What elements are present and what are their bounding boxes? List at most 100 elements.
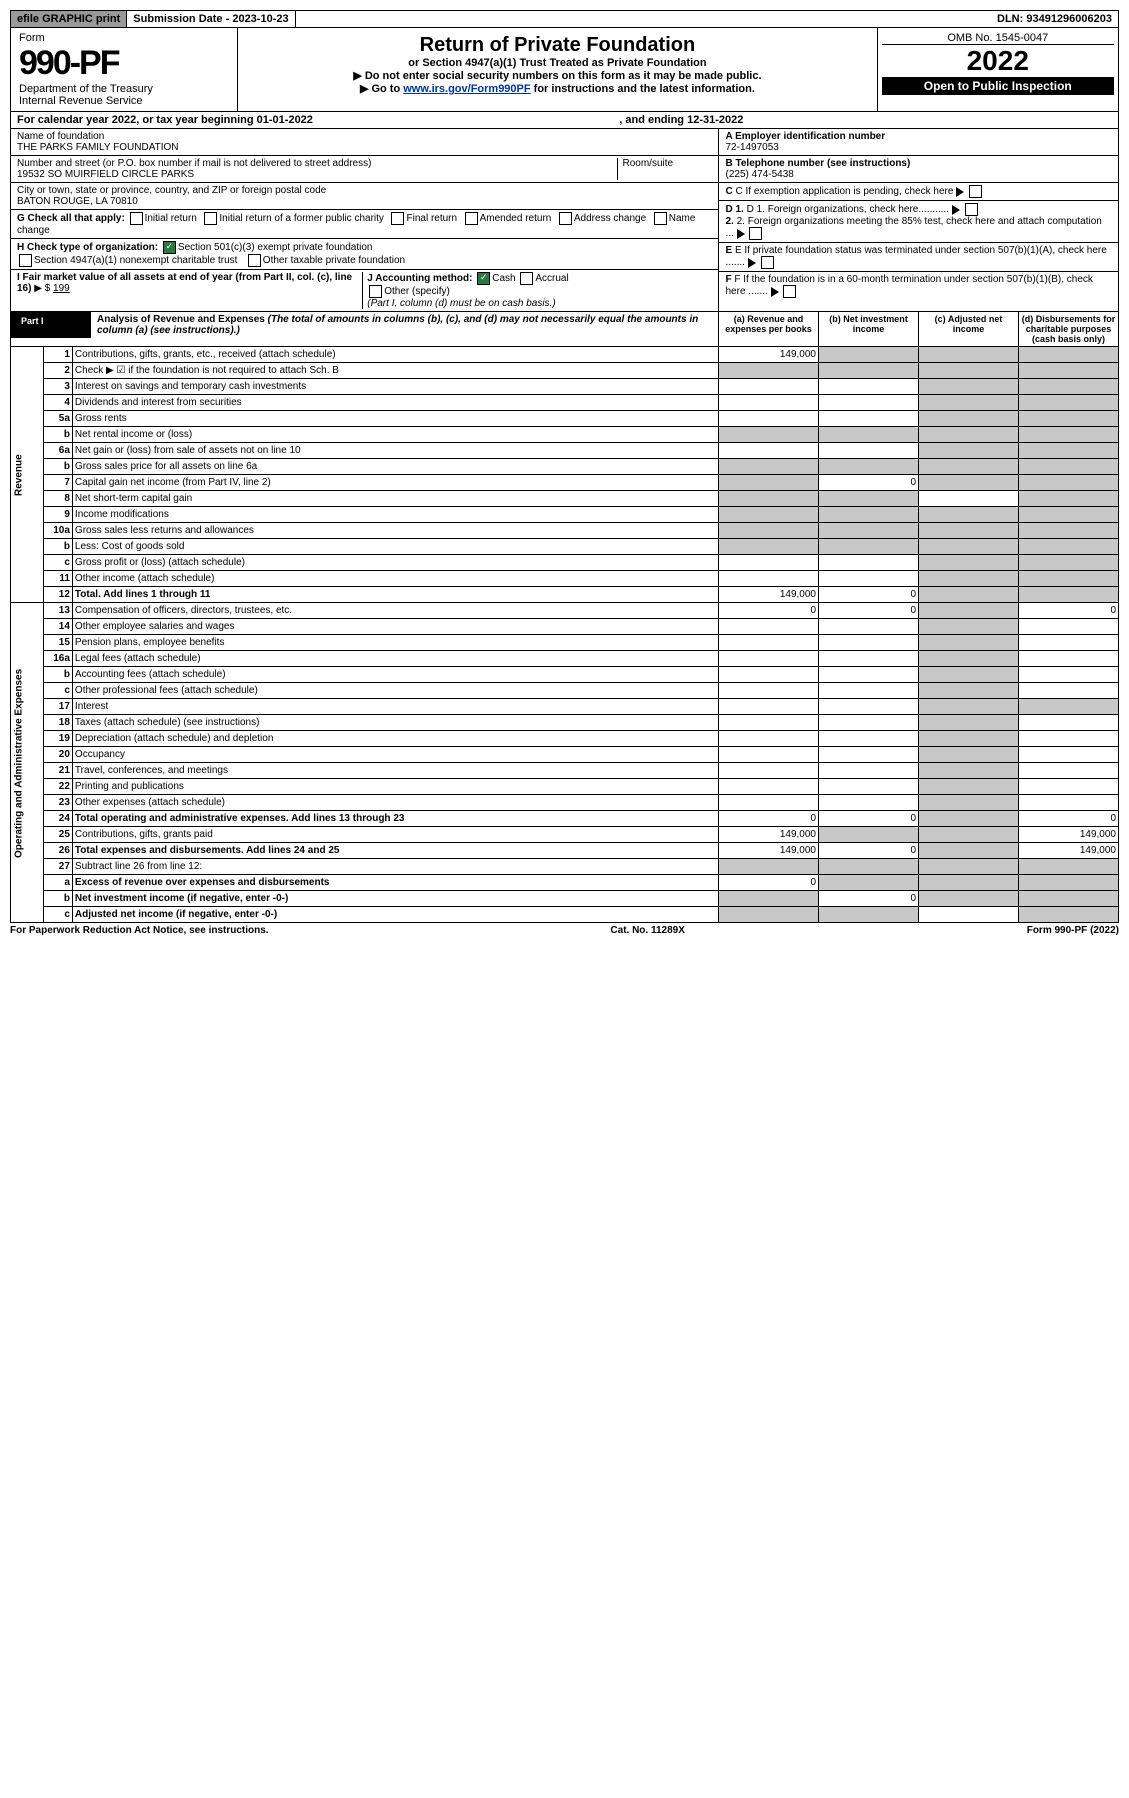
table-row: 11Other income (attach schedule) xyxy=(11,571,1119,587)
calendar-year: For calendar year 2022, or tax year begi… xyxy=(10,112,1119,129)
table-row: 10aGross sales less returns and allowanc… xyxy=(11,523,1119,539)
g-checkbox[interactable] xyxy=(130,212,143,225)
arrow-icon xyxy=(952,205,960,215)
table-row: 17Interest xyxy=(11,699,1119,715)
f-checkbox[interactable] xyxy=(783,285,796,298)
part1-desc: Analysis of Revenue and Expenses (The to… xyxy=(91,312,718,338)
tax-year: 2022 xyxy=(882,45,1114,77)
part1-label: Part I xyxy=(11,312,91,338)
form-subtitle: or Section 4947(a)(1) Trust Treated as P… xyxy=(244,57,870,69)
info-grid: Name of foundationTHE PARKS FAMILY FOUND… xyxy=(10,129,1119,311)
omb: OMB No. 1545-0047 xyxy=(882,32,1114,45)
col-a-header: (a) Revenue and expenses per books xyxy=(719,312,819,347)
table-row: 25Contributions, gifts, grants paid149,0… xyxy=(11,827,1119,843)
h1-checkbox[interactable] xyxy=(163,241,176,254)
table-row: cOther professional fees (attach schedul… xyxy=(11,683,1119,699)
footer-mid: Cat. No. 11289X xyxy=(610,925,684,936)
table-row: cAdjusted net income (if negative, enter… xyxy=(11,907,1119,923)
c-checkbox[interactable] xyxy=(969,185,982,198)
e-checkbox[interactable] xyxy=(761,256,774,269)
d1-checkbox[interactable] xyxy=(965,203,978,216)
col-d-header: (d) Disbursements for charitable purpose… xyxy=(1019,312,1119,347)
table-row: 15Pension plans, employee benefits xyxy=(11,635,1119,651)
h3-checkbox[interactable] xyxy=(248,254,261,267)
section-label: Revenue xyxy=(11,347,44,603)
tel-cell: B Telephone number (see instructions)(22… xyxy=(719,156,1118,183)
col-b-header: (b) Net investment income xyxy=(819,312,919,347)
table-row: 3Interest on savings and temporary cash … xyxy=(11,379,1119,395)
g-checkbox[interactable] xyxy=(559,212,572,225)
table-row: bNet investment income (if negative, ent… xyxy=(11,891,1119,907)
table-row: bAccounting fees (attach schedule) xyxy=(11,667,1119,683)
g-checkbox[interactable] xyxy=(654,212,667,225)
g-checkbox[interactable] xyxy=(391,212,404,225)
form-note2: ▶ Go to www.irs.gov/Form990PF for instru… xyxy=(244,82,870,95)
arrow-icon xyxy=(737,229,745,239)
table-row: 18Taxes (attach schedule) (see instructi… xyxy=(11,715,1119,731)
open-inspection: Open to Public Inspection xyxy=(882,77,1114,95)
section-g: G Check all that apply: Initial return I… xyxy=(11,210,718,239)
table-row: bGross sales price for all assets on lin… xyxy=(11,459,1119,475)
table-row: 16aLegal fees (attach schedule) xyxy=(11,651,1119,667)
table-row: Revenue1Contributions, gifts, grants, et… xyxy=(11,347,1119,363)
header-left: Form 990-PF Department of the Treasury I… xyxy=(11,28,238,111)
section-e: E E If private foundation status was ter… xyxy=(719,243,1118,272)
irs: Internal Revenue Service xyxy=(19,95,229,107)
table-row: 24Total operating and administrative exp… xyxy=(11,811,1119,827)
form-number: 990-PF xyxy=(19,44,229,83)
table-row: 6aNet gain or (loss) from sale of assets… xyxy=(11,443,1119,459)
g-checkbox[interactable] xyxy=(465,212,478,225)
arrow-icon xyxy=(748,258,756,268)
table-row: 27Subtract line 26 from line 12: xyxy=(11,859,1119,875)
g-checkbox[interactable] xyxy=(204,212,217,225)
table-row: 9Income modifications xyxy=(11,507,1119,523)
address-cell: Number and street (or P.O. box number if… xyxy=(11,156,718,183)
table-row: 4Dividends and interest from securities xyxy=(11,395,1119,411)
ein-cell: A Employer identification number72-14970… xyxy=(719,129,1118,156)
section-d: D 1. D 1. Foreign organizations, check h… xyxy=(719,201,1118,243)
form-word: Form xyxy=(19,32,229,44)
h2-checkbox[interactable] xyxy=(19,254,32,267)
table-row: 7Capital gain net income (from Part IV, … xyxy=(11,475,1119,491)
irs-link[interactable]: www.irs.gov/Form990PF xyxy=(403,83,530,95)
footer-right: Form 990-PF (2022) xyxy=(1027,925,1119,936)
top-bar: efile GRAPHIC print Submission Date - 20… xyxy=(10,10,1119,28)
d2-checkbox[interactable] xyxy=(749,227,762,240)
table-row: 20Occupancy xyxy=(11,747,1119,763)
col-c-header: (c) Adjusted net income xyxy=(919,312,1019,347)
other-checkbox[interactable] xyxy=(369,285,382,298)
table-row: 8Net short-term capital gain xyxy=(11,491,1119,507)
efile-btn[interactable]: efile GRAPHIC print xyxy=(11,11,127,27)
city-cell: City or town, state or province, country… xyxy=(11,183,718,210)
section-label: Operating and Administrative Expenses xyxy=(11,603,44,923)
part1-table: Part I Analysis of Revenue and Expenses … xyxy=(10,311,1119,923)
submission-date: Submission Date - 2023-10-23 xyxy=(127,11,295,27)
table-row: 5aGross rents xyxy=(11,411,1119,427)
table-row: 2Check ▶ ☑ if the foundation is not requ… xyxy=(11,363,1119,379)
table-row: 14Other employee salaries and wages xyxy=(11,619,1119,635)
accrual-checkbox[interactable] xyxy=(520,272,533,285)
table-row: aExcess of revenue over expenses and dis… xyxy=(11,875,1119,891)
table-row: 26Total expenses and disbursements. Add … xyxy=(11,843,1119,859)
footer: For Paperwork Reduction Act Notice, see … xyxy=(10,925,1119,936)
table-row: 23Other expenses (attach schedule) xyxy=(11,795,1119,811)
table-row: Operating and Administrative Expenses13C… xyxy=(11,603,1119,619)
table-row: bLess: Cost of goods sold xyxy=(11,539,1119,555)
header-right: OMB No. 1545-0047 2022 Open to Public In… xyxy=(878,28,1118,111)
foundation-name-cell: Name of foundationTHE PARKS FAMILY FOUND… xyxy=(11,129,718,156)
table-row: cGross profit or (loss) (attach schedule… xyxy=(11,555,1119,571)
dept: Department of the Treasury xyxy=(19,83,229,95)
arrow-icon xyxy=(771,287,779,297)
section-h: H Check type of organization: Section 50… xyxy=(11,239,718,270)
table-row: 22Printing and publications xyxy=(11,779,1119,795)
header: Form 990-PF Department of the Treasury I… xyxy=(10,28,1119,112)
table-row: 21Travel, conferences, and meetings xyxy=(11,763,1119,779)
form-note1: ▶ Do not enter social security numbers o… xyxy=(244,69,870,82)
header-mid: Return of Private Foundation or Section … xyxy=(238,28,877,111)
footer-left: For Paperwork Reduction Act Notice, see … xyxy=(10,925,269,936)
section-ij: I Fair market value of all assets at end… xyxy=(11,270,718,311)
section-c: C C If exemption application is pending,… xyxy=(719,183,1118,201)
table-row: bNet rental income or (loss) xyxy=(11,427,1119,443)
arrow-icon xyxy=(956,187,964,197)
cash-checkbox[interactable] xyxy=(477,272,490,285)
